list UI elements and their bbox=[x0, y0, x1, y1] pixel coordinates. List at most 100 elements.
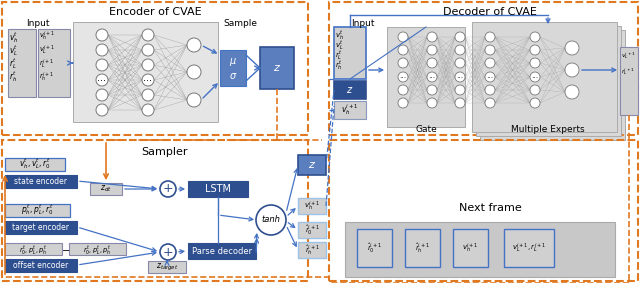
Text: $v_L^{i+1}$: $v_L^{i+1}$ bbox=[621, 50, 636, 61]
Text: $z$: $z$ bbox=[346, 85, 354, 95]
Text: target encoder: target encoder bbox=[13, 222, 70, 231]
Bar bbox=[405, 229, 440, 267]
Bar bbox=[329, 2, 638, 135]
Text: $r_h^t$: $r_h^t$ bbox=[335, 58, 342, 71]
Circle shape bbox=[565, 63, 579, 77]
Circle shape bbox=[455, 98, 465, 108]
Bar bbox=[148, 261, 186, 273]
Text: state encoder: state encoder bbox=[15, 177, 67, 185]
Bar bbox=[220, 50, 246, 86]
Text: $v_L^{i+1}, r_L^{i+1}$: $v_L^{i+1}, r_L^{i+1}$ bbox=[512, 241, 546, 255]
Circle shape bbox=[485, 85, 495, 95]
Circle shape bbox=[485, 32, 495, 42]
Circle shape bbox=[455, 45, 465, 55]
Bar bbox=[188, 243, 256, 259]
Bar bbox=[5, 221, 77, 234]
Text: $z$: $z$ bbox=[308, 160, 316, 170]
Text: Sample: Sample bbox=[223, 20, 257, 29]
Text: $z$: $z$ bbox=[273, 63, 281, 73]
Circle shape bbox=[530, 98, 540, 108]
Circle shape bbox=[256, 205, 286, 235]
Bar bbox=[472, 22, 617, 132]
Circle shape bbox=[96, 29, 108, 41]
Text: $\hat{r}_h^{i+1}$: $\hat{r}_h^{i+1}$ bbox=[415, 241, 430, 255]
Text: ...: ... bbox=[456, 70, 463, 80]
Circle shape bbox=[96, 74, 108, 86]
Text: Sampler: Sampler bbox=[141, 147, 188, 157]
Text: $v_h^t$: $v_h^t$ bbox=[335, 28, 344, 41]
Text: Parse decoder: Parse decoder bbox=[192, 246, 252, 256]
Bar bbox=[5, 158, 65, 171]
Text: $v_h^t$: $v_h^t$ bbox=[9, 30, 19, 45]
Bar bbox=[90, 183, 122, 195]
Text: ...: ... bbox=[428, 70, 436, 80]
Text: ...: ... bbox=[531, 70, 539, 80]
Circle shape bbox=[142, 74, 154, 86]
Text: ...: ... bbox=[143, 73, 152, 83]
Circle shape bbox=[455, 85, 465, 95]
Circle shape bbox=[427, 98, 437, 108]
Bar bbox=[8, 29, 36, 97]
Text: $v_h^{i+1}$: $v_h^{i+1}$ bbox=[462, 241, 479, 255]
Circle shape bbox=[455, 72, 465, 82]
Text: ...: ... bbox=[486, 70, 493, 80]
Bar bbox=[334, 81, 366, 99]
Bar bbox=[5, 243, 62, 255]
Text: Multiple Experts: Multiple Experts bbox=[511, 125, 585, 134]
Text: Input: Input bbox=[26, 20, 50, 29]
Circle shape bbox=[398, 45, 408, 55]
Bar bbox=[188, 181, 248, 197]
Circle shape bbox=[142, 89, 154, 101]
Circle shape bbox=[427, 58, 437, 68]
Text: $z_{dt}$: $z_{dt}$ bbox=[100, 184, 112, 194]
Circle shape bbox=[485, 45, 495, 55]
Circle shape bbox=[187, 65, 201, 79]
Circle shape bbox=[530, 45, 540, 55]
Text: $v_h^t, v_L^t, r_0^t$: $v_h^t, v_L^t, r_0^t$ bbox=[19, 156, 51, 171]
Circle shape bbox=[160, 181, 176, 197]
Bar bbox=[2, 2, 308, 135]
Text: $r_0^t, p_L^t, p_h^t$: $r_0^t, p_L^t, p_h^t$ bbox=[19, 243, 47, 256]
Circle shape bbox=[96, 44, 108, 56]
Bar bbox=[69, 243, 126, 255]
Circle shape bbox=[565, 41, 579, 55]
Text: +: + bbox=[163, 245, 173, 258]
Text: $r_L^{i+1}$: $r_L^{i+1}$ bbox=[39, 58, 54, 71]
Circle shape bbox=[142, 44, 154, 56]
Bar bbox=[453, 229, 488, 267]
Circle shape bbox=[427, 45, 437, 55]
Circle shape bbox=[530, 32, 540, 42]
Text: $v_h^{i+1}$: $v_h^{i+1}$ bbox=[341, 102, 359, 117]
Text: $v_L^t$: $v_L^t$ bbox=[335, 38, 344, 51]
Circle shape bbox=[530, 85, 540, 95]
Circle shape bbox=[485, 98, 495, 108]
Text: $z_{target}$: $z_{target}$ bbox=[156, 261, 179, 273]
Circle shape bbox=[142, 104, 154, 116]
Text: tanh: tanh bbox=[262, 215, 280, 224]
Circle shape bbox=[427, 72, 437, 82]
Bar bbox=[73, 22, 218, 122]
Text: $r_h^{i+1}$: $r_h^{i+1}$ bbox=[39, 71, 54, 84]
Circle shape bbox=[398, 85, 408, 95]
Bar bbox=[38, 29, 70, 97]
Text: $\hat{r}_0^{i+1}$: $\hat{r}_0^{i+1}$ bbox=[305, 223, 319, 237]
Text: $r_h^t$: $r_h^t$ bbox=[9, 69, 17, 84]
Text: $\mu$: $\mu$ bbox=[229, 56, 237, 68]
Text: +: + bbox=[163, 183, 173, 196]
Text: LSTM: LSTM bbox=[205, 184, 231, 194]
Text: $p_h^t, p_L^t, r_0^t$: $p_h^t, p_L^t, r_0^t$ bbox=[20, 203, 53, 217]
Text: $r_L^t$: $r_L^t$ bbox=[335, 48, 342, 61]
Text: Encoder of CVAE: Encoder of CVAE bbox=[109, 7, 202, 17]
Circle shape bbox=[187, 93, 201, 107]
Circle shape bbox=[160, 244, 176, 260]
Circle shape bbox=[485, 72, 495, 82]
Text: $v_h^{i+1}$: $v_h^{i+1}$ bbox=[304, 199, 320, 213]
Bar bbox=[298, 198, 326, 214]
Bar bbox=[298, 155, 326, 175]
Bar bbox=[260, 47, 294, 89]
Circle shape bbox=[96, 89, 108, 101]
Circle shape bbox=[455, 58, 465, 68]
Text: Decoder of CVAE: Decoder of CVAE bbox=[443, 7, 537, 17]
Circle shape bbox=[485, 58, 495, 68]
Circle shape bbox=[455, 32, 465, 42]
